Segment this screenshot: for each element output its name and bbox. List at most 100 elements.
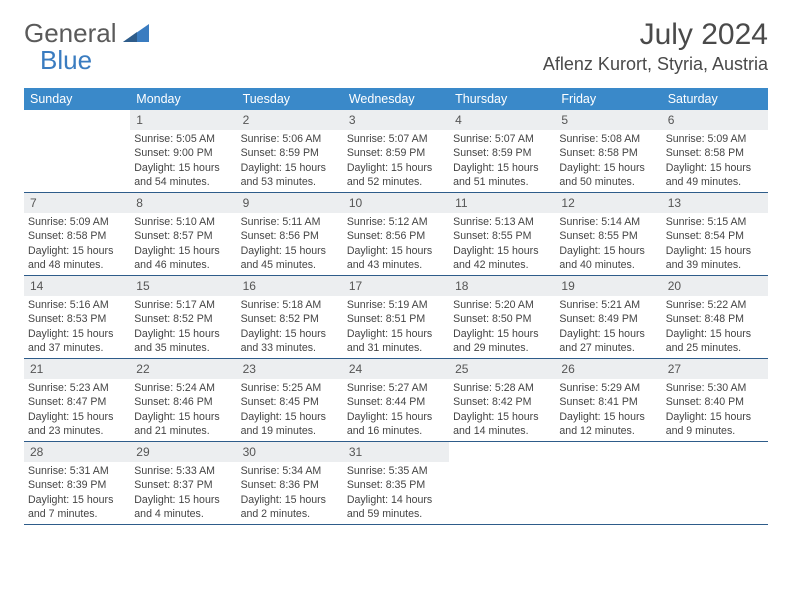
daylight-text: Daylight: 15 hours and 31 minutes. — [347, 327, 445, 356]
daylight-text: Daylight: 15 hours and 37 minutes. — [28, 327, 126, 356]
day-body-cell: Sunrise: 5:06 AMSunset: 8:59 PMDaylight:… — [237, 130, 343, 193]
sunset-text: Sunset: 8:55 PM — [453, 229, 551, 243]
daylight-text: Daylight: 15 hours and 25 minutes. — [666, 327, 764, 356]
daylight-text: Daylight: 15 hours and 48 minutes. — [28, 244, 126, 273]
day-body-cell: Sunrise: 5:35 AMSunset: 8:35 PMDaylight:… — [343, 462, 449, 525]
day-number: 12 — [555, 193, 661, 213]
day-details: Sunrise: 5:13 AMSunset: 8:55 PMDaylight:… — [449, 213, 555, 275]
day-details: Sunrise: 5:20 AMSunset: 8:50 PMDaylight:… — [449, 296, 555, 358]
day-number-cell: 14 — [24, 276, 130, 297]
sunrise-text: Sunrise: 5:14 AM — [559, 215, 657, 229]
day-number-cell: 10 — [343, 193, 449, 214]
day-body-cell: Sunrise: 5:34 AMSunset: 8:36 PMDaylight:… — [237, 462, 343, 525]
daylight-text: Daylight: 15 hours and 40 minutes. — [559, 244, 657, 273]
day-body-cell: Sunrise: 5:30 AMSunset: 8:40 PMDaylight:… — [662, 379, 768, 442]
day-body-cell: Sunrise: 5:09 AMSunset: 8:58 PMDaylight:… — [24, 213, 130, 276]
location-subtitle: Aflenz Kurort, Styria, Austria — [543, 54, 768, 75]
day-body-row: Sunrise: 5:23 AMSunset: 8:47 PMDaylight:… — [24, 379, 768, 442]
day-number-row: 21222324252627 — [24, 359, 768, 380]
day-number: 3 — [343, 110, 449, 130]
weekday-header-row: Sunday Monday Tuesday Wednesday Thursday… — [24, 88, 768, 110]
day-number-cell: 6 — [662, 110, 768, 130]
logo-text-general: General — [24, 18, 117, 48]
sunset-text: Sunset: 8:52 PM — [134, 312, 232, 326]
day-details: Sunrise: 5:19 AMSunset: 8:51 PMDaylight:… — [343, 296, 449, 358]
day-body-cell: Sunrise: 5:27 AMSunset: 8:44 PMDaylight:… — [343, 379, 449, 442]
day-number: 14 — [24, 276, 130, 296]
sunset-text: Sunset: 8:47 PM — [28, 395, 126, 409]
sunset-text: Sunset: 8:56 PM — [347, 229, 445, 243]
day-body-cell: Sunrise: 5:14 AMSunset: 8:55 PMDaylight:… — [555, 213, 661, 276]
day-number: 24 — [343, 359, 449, 379]
day-number: 16 — [237, 276, 343, 296]
day-details: Sunrise: 5:07 AMSunset: 8:59 PMDaylight:… — [449, 130, 555, 192]
day-body-cell: Sunrise: 5:05 AMSunset: 9:00 PMDaylight:… — [130, 130, 236, 193]
sunrise-text: Sunrise: 5:20 AM — [453, 298, 551, 312]
day-body-cell — [662, 462, 768, 525]
day-details: Sunrise: 5:17 AMSunset: 8:52 PMDaylight:… — [130, 296, 236, 358]
day-number-cell: 8 — [130, 193, 236, 214]
day-number: 4 — [449, 110, 555, 130]
day-details: Sunrise: 5:06 AMSunset: 8:59 PMDaylight:… — [237, 130, 343, 192]
sunset-text: Sunset: 8:57 PM — [134, 229, 232, 243]
daylight-text: Daylight: 15 hours and 29 minutes. — [453, 327, 551, 356]
day-details: Sunrise: 5:05 AMSunset: 9:00 PMDaylight:… — [130, 130, 236, 192]
daylight-text: Daylight: 15 hours and 21 minutes. — [134, 410, 232, 439]
day-number: 29 — [130, 442, 236, 462]
daylight-text: Daylight: 15 hours and 19 minutes. — [241, 410, 339, 439]
day-number — [24, 110, 130, 130]
sunrise-text: Sunrise: 5:35 AM — [347, 464, 445, 478]
day-body-cell: Sunrise: 5:20 AMSunset: 8:50 PMDaylight:… — [449, 296, 555, 359]
day-number-cell: 1 — [130, 110, 236, 130]
sunset-text: Sunset: 8:58 PM — [559, 146, 657, 160]
day-details: Sunrise: 5:08 AMSunset: 8:58 PMDaylight:… — [555, 130, 661, 192]
day-number: 26 — [555, 359, 661, 379]
day-body-cell: Sunrise: 5:18 AMSunset: 8:52 PMDaylight:… — [237, 296, 343, 359]
weekday-header: Saturday — [662, 88, 768, 110]
sunset-text: Sunset: 8:46 PM — [134, 395, 232, 409]
weekday-header: Friday — [555, 88, 661, 110]
day-details: Sunrise: 5:27 AMSunset: 8:44 PMDaylight:… — [343, 379, 449, 441]
day-body-cell: Sunrise: 5:07 AMSunset: 8:59 PMDaylight:… — [449, 130, 555, 193]
daylight-text: Daylight: 15 hours and 7 minutes. — [28, 493, 126, 522]
day-body-cell: Sunrise: 5:13 AMSunset: 8:55 PMDaylight:… — [449, 213, 555, 276]
daylight-text: Daylight: 15 hours and 49 minutes. — [666, 161, 764, 190]
day-body-cell: Sunrise: 5:19 AMSunset: 8:51 PMDaylight:… — [343, 296, 449, 359]
day-number: 28 — [24, 442, 130, 462]
day-number-cell: 28 — [24, 442, 130, 463]
sunset-text: Sunset: 9:00 PM — [134, 146, 232, 160]
daylight-text: Daylight: 15 hours and 54 minutes. — [134, 161, 232, 190]
day-details: Sunrise: 5:11 AMSunset: 8:56 PMDaylight:… — [237, 213, 343, 275]
day-details: Sunrise: 5:25 AMSunset: 8:45 PMDaylight:… — [237, 379, 343, 441]
day-number: 8 — [130, 193, 236, 213]
calendar-table: Sunday Monday Tuesday Wednesday Thursday… — [24, 88, 768, 525]
sunset-text: Sunset: 8:42 PM — [453, 395, 551, 409]
day-details: Sunrise: 5:09 AMSunset: 8:58 PMDaylight:… — [662, 130, 768, 192]
day-body-row: Sunrise: 5:05 AMSunset: 9:00 PMDaylight:… — [24, 130, 768, 193]
day-number — [449, 442, 555, 462]
weekday-header: Tuesday — [237, 88, 343, 110]
day-number: 22 — [130, 359, 236, 379]
day-details: Sunrise: 5:22 AMSunset: 8:48 PMDaylight:… — [662, 296, 768, 358]
day-number: 13 — [662, 193, 768, 213]
day-number-row: 78910111213 — [24, 193, 768, 214]
day-number — [662, 442, 768, 462]
day-number-cell: 11 — [449, 193, 555, 214]
sunset-text: Sunset: 8:48 PM — [666, 312, 764, 326]
month-title: July 2024 — [543, 18, 768, 52]
sunrise-text: Sunrise: 5:31 AM — [28, 464, 126, 478]
sunrise-text: Sunrise: 5:30 AM — [666, 381, 764, 395]
day-number: 25 — [449, 359, 555, 379]
day-details: Sunrise: 5:31 AMSunset: 8:39 PMDaylight:… — [24, 462, 130, 524]
sunrise-text: Sunrise: 5:09 AM — [28, 215, 126, 229]
sunset-text: Sunset: 8:37 PM — [134, 478, 232, 492]
day-details — [555, 462, 661, 524]
sunrise-text: Sunrise: 5:22 AM — [666, 298, 764, 312]
sunset-text: Sunset: 8:54 PM — [666, 229, 764, 243]
sunset-text: Sunset: 8:41 PM — [559, 395, 657, 409]
sunset-text: Sunset: 8:55 PM — [559, 229, 657, 243]
weekday-header: Sunday — [24, 88, 130, 110]
sunrise-text: Sunrise: 5:12 AM — [347, 215, 445, 229]
day-number: 10 — [343, 193, 449, 213]
day-number — [555, 442, 661, 462]
